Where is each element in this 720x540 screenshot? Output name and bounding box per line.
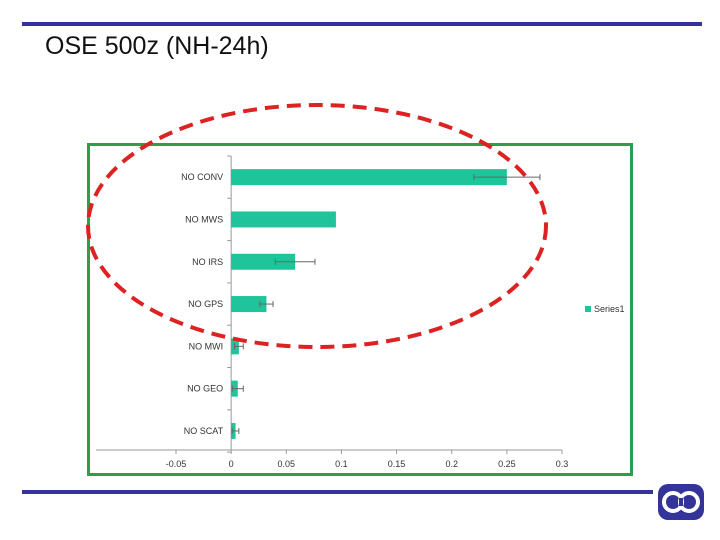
chart-frame [87,143,633,476]
x-tick-label: 0.25 [498,459,516,469]
category-label: NO MWI [189,341,224,351]
x-tick-label: 0.15 [388,459,406,469]
legend-label: Series1 [594,304,625,314]
ecmwf-logo-icon [658,484,704,520]
x-tick-label: -0.05 [166,459,187,469]
bar [231,296,267,313]
legend-swatch [585,306,591,312]
bar [231,211,336,228]
category-label: NO GPS [188,299,223,309]
x-tick-label: 0.3 [556,459,569,469]
category-label: NO IRS [192,257,223,267]
category-label: NO CONV [181,172,223,182]
x-tick-label: 0.2 [445,459,458,469]
bottom-rule [22,490,653,494]
highlight-ellipse [86,103,548,349]
x-tick-label: 0.1 [335,459,348,469]
category-label: NO SCAT [184,426,224,436]
slide-title: OSE 500z (NH-24h) [45,32,269,60]
bar [231,169,507,186]
category-label: NO GEO [187,384,223,394]
top-rule [22,22,702,26]
x-tick-label: 0 [229,459,234,469]
bar [231,253,296,270]
category-label: NO MWS [185,214,223,224]
x-tick-label: 0.05 [278,459,296,469]
